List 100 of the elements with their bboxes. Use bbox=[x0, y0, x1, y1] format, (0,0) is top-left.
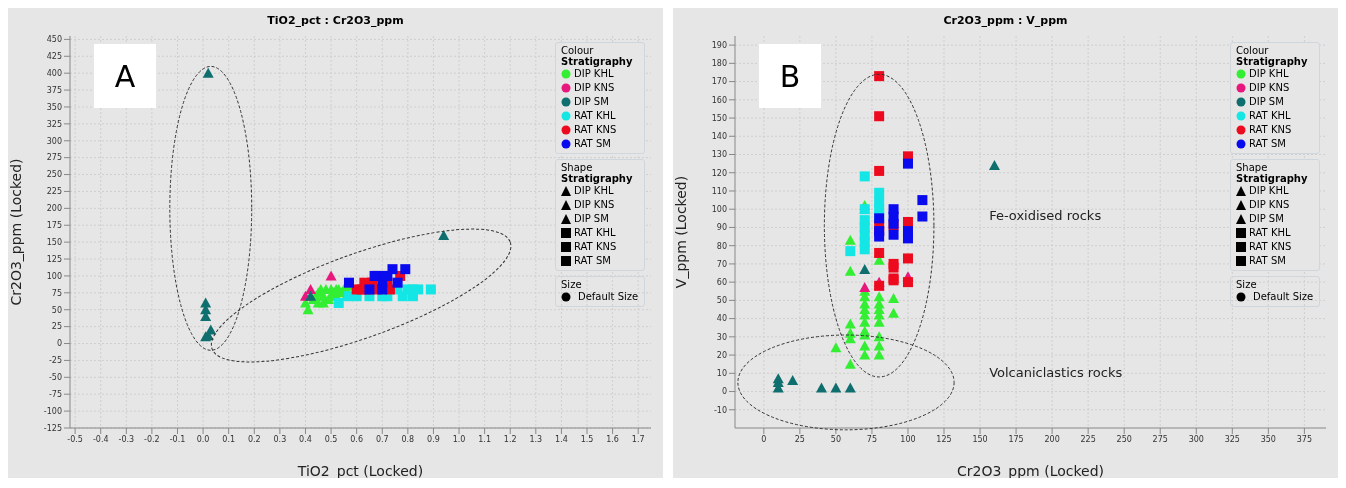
x-tick-label: 0.8 bbox=[401, 434, 415, 444]
y-tick-label: -125 bbox=[43, 423, 62, 433]
x-tick-label: 175 bbox=[1008, 434, 1024, 444]
y-tick-label: 300 bbox=[46, 136, 62, 146]
y-tick-label: 160 bbox=[711, 95, 727, 105]
text: RAT KNS bbox=[1249, 241, 1292, 252]
y-tick-label: -50 bbox=[48, 373, 62, 383]
y-tick-label: 325 bbox=[46, 119, 62, 129]
annotation: A bbox=[94, 44, 156, 108]
x-tick-label: 1.6 bbox=[606, 434, 619, 444]
text: DIP KHL bbox=[574, 185, 614, 196]
y-tick-label: 150 bbox=[46, 237, 62, 247]
chart-title: Cr2O3_ppm : V_ppm bbox=[942, 14, 1069, 27]
annotation: Colour bbox=[1236, 45, 1270, 56]
y-tick-label: 50 bbox=[716, 296, 727, 306]
text: DIP SM bbox=[1249, 213, 1284, 224]
legend-label: DIP SM bbox=[1249, 95, 1284, 109]
text: DIP KHL bbox=[1249, 185, 1289, 196]
annotation: Size bbox=[561, 279, 583, 290]
x-tick-label: 275 bbox=[1152, 434, 1168, 444]
y-tick-label: 140 bbox=[711, 132, 727, 142]
y-tick-label: 0 bbox=[721, 387, 727, 397]
x-tick-label: -0.5 bbox=[67, 434, 83, 444]
x-tick-label: -0.2 bbox=[144, 434, 160, 444]
y-axis-title: Cr2O3_ppm (Locked) bbox=[7, 158, 24, 306]
x-tick-label: 1.3 bbox=[529, 434, 543, 444]
x-tick-label: 125 bbox=[936, 434, 952, 444]
annotation: Shape bbox=[561, 162, 593, 173]
annotation: B bbox=[759, 44, 821, 108]
x-tick-label: 250 bbox=[1116, 434, 1132, 444]
x-tick-label: -0.3 bbox=[118, 434, 135, 444]
y-tick-label: 60 bbox=[716, 277, 727, 287]
y-tick-label: -25 bbox=[48, 356, 62, 366]
y-tick-label: 250 bbox=[46, 170, 62, 180]
x-tick-label: 0.1 bbox=[222, 434, 236, 444]
x-tick-label: 350 bbox=[1260, 434, 1276, 444]
legend-label: RAT KNS bbox=[574, 123, 617, 137]
legend-label: DIP KHL bbox=[1249, 67, 1289, 81]
x-tick-label: 0.0 bbox=[196, 434, 210, 444]
annotation: Default Size bbox=[578, 290, 639, 304]
text: RAT SM bbox=[1249, 255, 1286, 266]
y-tick-label: 375 bbox=[46, 85, 62, 95]
y-tick-label: 275 bbox=[46, 153, 62, 163]
text: RAT KNS bbox=[574, 241, 617, 252]
y-tick-label: 150 bbox=[711, 113, 727, 123]
x-tick-label: 25 bbox=[794, 434, 805, 444]
x-tick-label: 100 bbox=[900, 434, 916, 444]
y-tick-label: 100 bbox=[711, 205, 727, 215]
text: DIP KNS bbox=[1249, 199, 1290, 210]
x-tick-label: 0.6 bbox=[350, 434, 364, 444]
y-tick-label: 350 bbox=[46, 102, 62, 112]
y-tick-label: 40 bbox=[716, 314, 727, 324]
x-tick-label: 1.4 bbox=[555, 434, 568, 444]
text: RAT KHL bbox=[1249, 227, 1291, 238]
y-tick-label: 75 bbox=[51, 288, 62, 298]
y-tick-label: 70 bbox=[716, 259, 727, 269]
legend-label: DIP SM bbox=[574, 95, 609, 109]
legend-label: DIP KNS bbox=[574, 81, 615, 95]
x-tick-label: 325 bbox=[1224, 434, 1240, 444]
legend-label: RAT KNS bbox=[1249, 123, 1292, 137]
x-tick-label: 0.7 bbox=[375, 434, 389, 444]
text: RAT SM bbox=[574, 255, 611, 266]
x-tick-label: 1.1 bbox=[478, 434, 491, 444]
annotation: Fe-oxidised rocks bbox=[989, 207, 1102, 223]
x-tick-label: 50 bbox=[830, 434, 841, 444]
x-tick-label: 1.5 bbox=[580, 434, 594, 444]
annotation: Volcaniclastics rocks bbox=[989, 364, 1123, 380]
legend-title: Stratigraphy bbox=[1236, 56, 1309, 67]
y-tick-label: 175 bbox=[46, 221, 62, 231]
x-tick-label: -0.1 bbox=[169, 434, 186, 444]
y-tick-label: 110 bbox=[711, 186, 727, 196]
annotation: Colour bbox=[561, 45, 595, 56]
legend-title: Stratigraphy bbox=[561, 56, 634, 67]
annotation: Size bbox=[1236, 279, 1258, 290]
legend-label: DIP KHL bbox=[574, 67, 614, 81]
y-tick-label: 90 bbox=[716, 223, 727, 233]
x-tick-label: 300 bbox=[1188, 434, 1204, 444]
x-tick-label: 225 bbox=[1080, 434, 1096, 444]
text: Stratigraphy bbox=[561, 173, 633, 184]
x-tick-label: 0.9 bbox=[427, 434, 440, 444]
legend-label: RAT SM bbox=[1249, 137, 1286, 151]
chart-title: TiO2_pct : Cr2O3_ppm bbox=[266, 14, 405, 27]
y-tick-label: -100 bbox=[43, 406, 62, 416]
y-tick-label: 30 bbox=[716, 332, 727, 342]
x-tick-label: 0.4 bbox=[299, 434, 312, 444]
x-tick-label: 1.0 bbox=[452, 434, 466, 444]
text: Stratigraphy bbox=[1236, 173, 1308, 184]
y-tick-label: 450 bbox=[46, 35, 62, 45]
x-tick-label: -0.4 bbox=[92, 434, 109, 444]
annotation: Shape bbox=[1236, 162, 1268, 173]
y-tick-label: 170 bbox=[711, 77, 727, 87]
y-tick-label: 50 bbox=[51, 305, 62, 315]
y-axis-title: V_ppm (Locked) bbox=[672, 175, 689, 289]
text: DIP KNS bbox=[574, 199, 615, 210]
y-tick-label: 400 bbox=[46, 69, 62, 79]
legend-label: RAT KHL bbox=[1249, 109, 1291, 123]
x-tick-label: 75 bbox=[866, 434, 878, 444]
y-tick-label: 10 bbox=[716, 369, 727, 379]
x-tick-label: 1.7 bbox=[631, 434, 645, 444]
y-tick-label: 120 bbox=[711, 168, 727, 178]
